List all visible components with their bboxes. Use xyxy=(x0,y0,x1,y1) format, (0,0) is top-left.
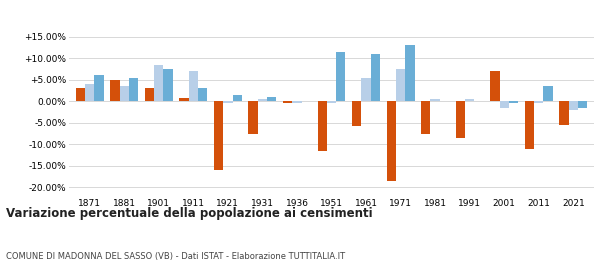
Bar xyxy=(248,101,258,134)
Text: Variazione percentuale della popolazione ai censimenti: Variazione percentuale della popolazione… xyxy=(6,207,373,220)
Bar xyxy=(214,101,223,170)
Bar xyxy=(283,101,292,103)
Bar xyxy=(430,99,440,101)
Bar xyxy=(145,88,154,101)
Text: COMUNE DI MADONNA DEL SASSO (VB) - Dati ISTAT - Elaborazione TUTTITALIA.IT: COMUNE DI MADONNA DEL SASSO (VB) - Dati … xyxy=(6,252,345,261)
Bar xyxy=(85,84,94,101)
Bar xyxy=(223,101,233,103)
Bar xyxy=(292,101,302,103)
Bar xyxy=(163,69,173,101)
Bar xyxy=(544,86,553,101)
Bar xyxy=(465,99,475,101)
Bar xyxy=(455,101,465,138)
Bar xyxy=(569,101,578,110)
Bar xyxy=(405,45,415,101)
Bar xyxy=(129,78,138,101)
Bar xyxy=(578,101,587,108)
Bar xyxy=(525,101,534,149)
Bar xyxy=(258,99,267,101)
Bar xyxy=(352,101,361,126)
Bar xyxy=(94,74,104,101)
Bar xyxy=(179,98,188,101)
Bar xyxy=(198,88,208,101)
Bar xyxy=(509,101,518,103)
Bar xyxy=(267,97,277,101)
Bar xyxy=(233,95,242,101)
Bar xyxy=(559,101,569,125)
Bar xyxy=(386,101,396,181)
Bar xyxy=(336,52,346,101)
Bar xyxy=(490,71,500,101)
Bar xyxy=(421,101,430,134)
Bar xyxy=(500,101,509,108)
Bar xyxy=(76,88,85,101)
Bar xyxy=(110,80,119,101)
Bar xyxy=(154,65,163,101)
Bar xyxy=(396,69,405,101)
Bar xyxy=(188,71,198,101)
Bar xyxy=(534,101,544,103)
Bar xyxy=(361,78,371,101)
Bar xyxy=(371,54,380,101)
Legend: Madonna del Sasso, Provincia di VB, Piemonte: Madonna del Sasso, Provincia di VB, Piem… xyxy=(154,0,509,2)
Bar xyxy=(119,86,129,101)
Bar xyxy=(327,101,336,103)
Bar xyxy=(317,101,327,151)
